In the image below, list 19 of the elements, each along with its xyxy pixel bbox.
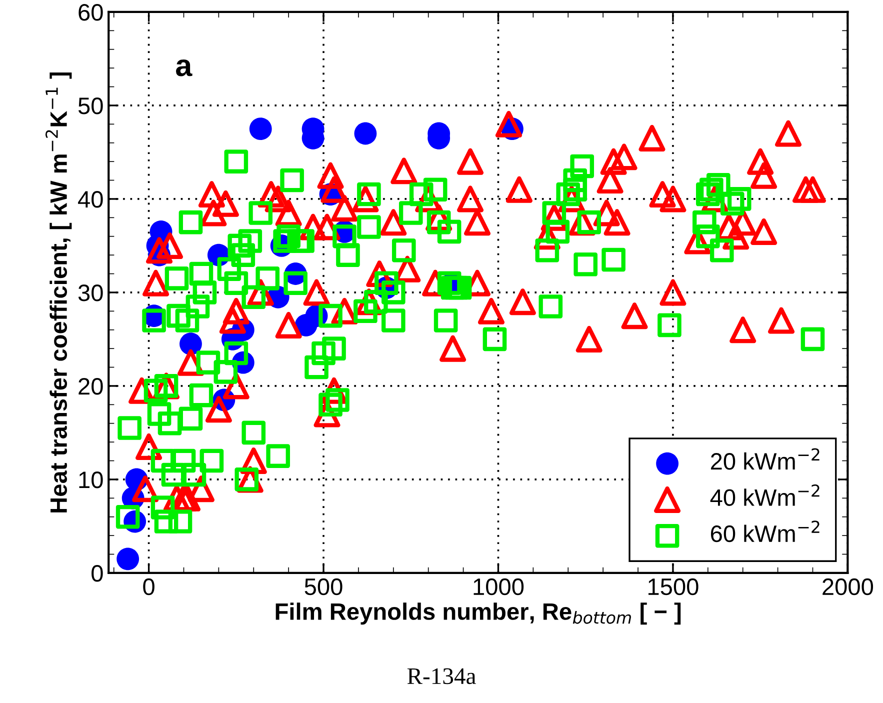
y-tick-label: 60: [78, 4, 103, 21]
x-tick-label: 1500: [648, 578, 698, 596]
x-tick-label: 500: [304, 578, 342, 596]
legend-label: 60 kWm$^{−2}$: [710, 520, 820, 542]
y-tick-label: 0: [92, 565, 103, 582]
y-axis-title: Heat transfer coefficient, [ kW m$^{−2}$K$^{−1}$ ]: [45, 72, 72, 512]
y-tick-label: 50: [78, 98, 103, 114]
x-tick-label: 1000: [474, 578, 524, 596]
legend-label: 40 kWm$^{−2}$: [710, 484, 820, 506]
y-tick-label: 20: [78, 378, 103, 395]
y-tick-label: 30: [78, 284, 103, 302]
y-tick-label: 10: [79, 472, 103, 488]
y-tick-label: 40: [78, 191, 103, 208]
x-tick-label: 0: [143, 578, 154, 596]
x-tick-label: 2000: [822, 578, 874, 596]
text: R-134a: [407, 668, 476, 684]
legend-label: 20 kWm$^{−2}$: [710, 448, 820, 470]
annotation: a: [176, 60, 192, 76]
x-axis-title: Film Reynolds number, Re$_{bottom}$ [ − ]: [276, 602, 681, 625]
